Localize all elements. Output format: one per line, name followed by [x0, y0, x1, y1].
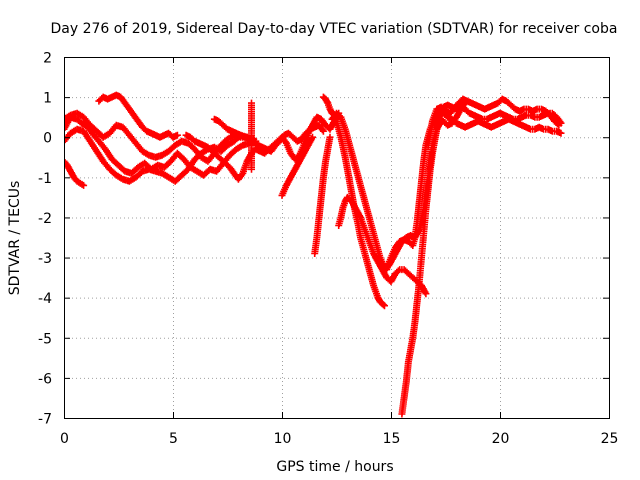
- series-markers: [311, 133, 334, 257]
- y-tick-label: 2: [43, 51, 52, 67]
- series-track-8: [278, 133, 316, 199]
- series-track-1: [64, 113, 260, 179]
- series-markers: [435, 109, 565, 137]
- series-markers: [248, 99, 255, 173]
- y-tick-label: -1: [38, 171, 52, 187]
- y-tick-label: -3: [38, 251, 52, 267]
- series-markers: [64, 157, 88, 189]
- x-axis-label: GPS time / hours: [276, 459, 393, 475]
- y-axis-ticks: -7 -6 -5 -4 -3 -2 -1 0 1 2: [38, 51, 609, 428]
- series-track-18: [248, 99, 255, 173]
- y-tick-label: -7: [38, 412, 52, 428]
- y-tick-label: -6: [38, 371, 52, 387]
- series-track-2: [64, 125, 251, 185]
- series-track-11: [311, 133, 334, 257]
- y-tick-label: -5: [38, 331, 52, 347]
- x-tick-label: 0: [60, 431, 69, 447]
- series-markers: [335, 193, 430, 298]
- grid-lines: [64, 57, 609, 418]
- plot-frame: [64, 57, 610, 419]
- series-track-3: [64, 109, 258, 165]
- series-track-5: [64, 157, 88, 189]
- x-tick-label: 20: [492, 431, 510, 447]
- y-axis-label: SDTVAR / TECUs: [7, 181, 23, 296]
- series-markers: [278, 133, 316, 199]
- series-track-14: [398, 117, 443, 418]
- x-tick-label: 15: [383, 431, 401, 447]
- series-markers: [64, 113, 260, 179]
- y-tick-label: -2: [38, 211, 52, 227]
- x-tick-label: 25: [601, 431, 619, 447]
- series-markers: [64, 109, 258, 165]
- y-tick-label: 0: [43, 131, 52, 147]
- y-tick-label: 1: [43, 91, 52, 107]
- series-track-4: [95, 91, 181, 141]
- x-tick-label: 5: [169, 431, 178, 447]
- x-tick-label: 10: [274, 431, 292, 447]
- chart-title: Day 276 of 2019, Sidereal Day-to-day VTE…: [51, 21, 618, 37]
- series-markers: [64, 125, 251, 185]
- series-markers: [398, 117, 443, 418]
- x-axis-ticks: 0 5 10 15 20 25: [60, 57, 618, 447]
- series-track-12: [335, 193, 430, 298]
- series-track-17: [435, 109, 565, 137]
- series-markers: [95, 91, 181, 141]
- data-series: [64, 91, 565, 418]
- y-tick-label: -4: [38, 291, 52, 307]
